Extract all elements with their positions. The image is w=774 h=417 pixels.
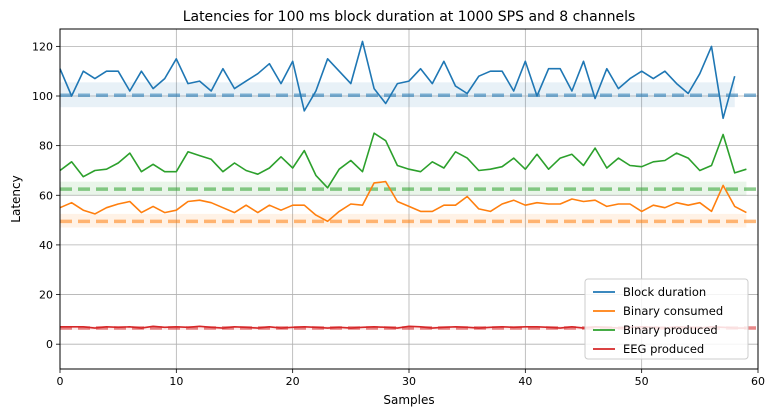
legend-label: Binary produced xyxy=(623,323,718,337)
series-line xyxy=(59,180,747,223)
y-tick-label: 20 xyxy=(39,289,53,302)
chart-title: Latencies for 100 ms block duration at 1… xyxy=(183,9,636,25)
x-tick-label: 30 xyxy=(402,375,416,388)
series-line xyxy=(59,40,736,120)
series-lines xyxy=(59,40,747,329)
x-tick-label: 10 xyxy=(169,375,183,388)
y-tick-label: 60 xyxy=(39,189,53,202)
x-tick-label: 50 xyxy=(635,375,649,388)
y-axis-label: Latency xyxy=(9,175,23,222)
series-line xyxy=(59,132,747,189)
x-tick-label: 0 xyxy=(57,375,64,388)
y-tick-label: 100 xyxy=(32,90,53,103)
legend-label: Binary consumed xyxy=(623,304,723,318)
y-tick-label: 40 xyxy=(39,239,53,252)
axis-ticks: 0 10 20 30 40 50 60 0 20 40 60 80 100 120 xyxy=(32,40,765,388)
x-tick-label: 40 xyxy=(518,375,532,388)
legend: Block duration Binary consumed Binary prod… xyxy=(584,278,749,360)
x-tick-label: 20 xyxy=(286,375,300,388)
legend-label: EEG produced xyxy=(623,342,704,356)
y-tick-label: 80 xyxy=(39,140,53,153)
y-tick-label: 0 xyxy=(46,338,53,351)
x-tick-label: 60 xyxy=(751,375,765,388)
legend-label: Block duration xyxy=(623,285,706,299)
legend-box xyxy=(584,278,749,360)
grid-lines xyxy=(59,29,759,369)
x-axis-label: Samples xyxy=(383,393,434,407)
y-tick-label: 120 xyxy=(32,40,53,53)
